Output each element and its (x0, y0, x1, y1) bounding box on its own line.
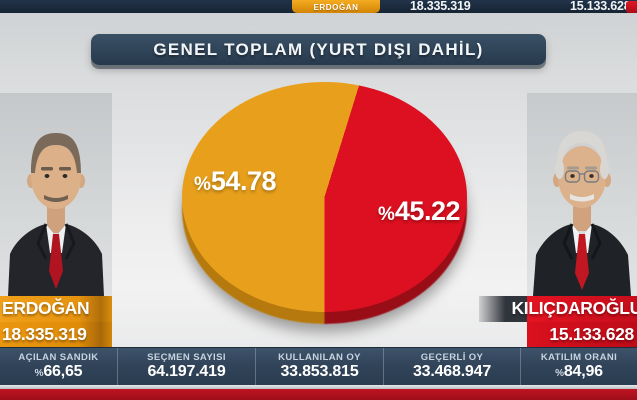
kilicdaroglu-ticker-badge (626, 1, 637, 13)
percent-sign: % (378, 204, 395, 225)
stat-gecerli-oy: GEÇERLİ OY 33.468.947 (383, 348, 520, 385)
page-title: GENEL TOPLAM (YURT DIŞI DAHİL) (91, 34, 546, 65)
erdogan-ticker-badge: ERDOĞAN (292, 0, 380, 13)
kilicdaroglu-votes-bar: 15.133.628 (527, 321, 637, 347)
ticker-kilicdaroglu-votes: 15.133.628 (570, 0, 631, 13)
stats-bar: AÇILAN SANDIK %66,65 SEÇMEN SAYISI 64.19… (0, 347, 637, 385)
candidate-votes: 15.133.628 (549, 323, 634, 344)
stat-acilan-sandik: AÇILAN SANDIK %66,65 (18, 352, 99, 380)
stat-katilim-orani: KATILIM ORANI %84,96 (520, 348, 637, 385)
candidate-votes: 18.335.319 (2, 323, 87, 344)
bottom-separator (0, 385, 637, 389)
stat-secmen-sayisi: SEÇMEN SAYISI 64.197.419 (117, 348, 255, 385)
percent-sign: % (194, 174, 211, 195)
kilicdaroglu-name-bar: KILIÇDAROĞLU (511, 296, 637, 322)
pie-surface (182, 82, 467, 312)
pie-label-kilicdaroglu: %45.22 (378, 196, 460, 226)
bottom-ticker-strip (0, 389, 637, 400)
kilicdaroglu-photo (527, 93, 637, 296)
top-ticker-bar: ERDOĞAN 18.335.319 15.133.628 (0, 0, 637, 13)
name-shadow (479, 296, 527, 322)
erdogan-votes-bar: 18.335.319 (0, 321, 112, 347)
candidate-name: ERDOĞAN (2, 298, 90, 319)
ticker-erdogan-votes: 18.335.319 (410, 0, 471, 13)
erdogan-photo (0, 93, 112, 296)
erdogan-name-bar: ERDOĞAN (0, 296, 112, 322)
pie-label-erdogan: %54.78 (194, 166, 276, 196)
pie-chart (182, 82, 467, 324)
candidate-name: KILIÇDAROĞLU (511, 298, 637, 319)
stat-kullanilan-oy: KULLANILAN OY 33.853.815 (255, 348, 383, 385)
